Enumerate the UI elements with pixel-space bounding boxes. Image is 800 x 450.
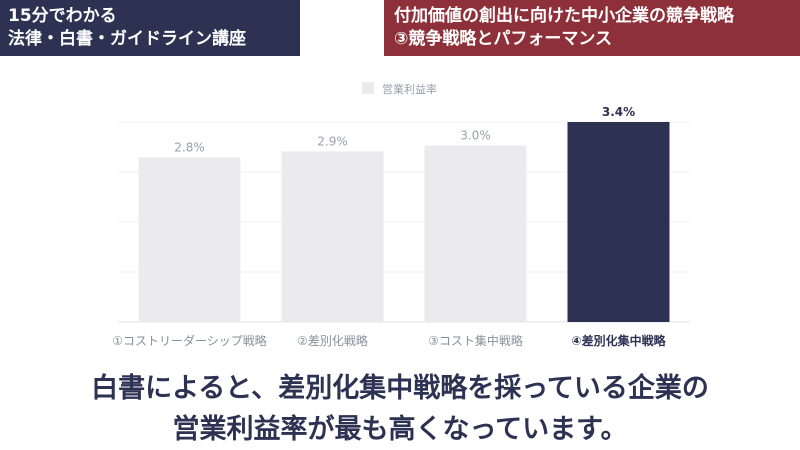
bar-1 — [138, 157, 241, 322]
course-title-line-1: 15分でわかる — [8, 6, 117, 26]
topic-title-badge: 付加価値の創出に向けた中小企業の競争戦略 ③競争戦略とパフォーマンス — [384, 0, 800, 56]
caption-line-1: 白書によると、差別化集中戦略を採っている企業の — [91, 373, 709, 404]
bar-4 — [567, 122, 670, 322]
category-label-3: ③コスト集中戦略 — [428, 333, 523, 348]
topic-title-line-2: ③競争戦略とパフォーマンス — [394, 29, 613, 49]
data-label-1: 2.8% — [174, 140, 205, 154]
legend-swatch — [362, 82, 374, 94]
topic-title-line-1: 付加価値の創出に向けた中小企業の競争戦略 — [394, 6, 734, 26]
course-title-badge: 15分でわかる 法律・白書・ガイドライン講座 — [0, 0, 300, 56]
bar-3 — [424, 145, 527, 322]
bar-2 — [281, 151, 384, 322]
legend-label: 営業利益率 — [382, 82, 437, 96]
category-label-2: ②差別化戦略 — [297, 333, 368, 348]
course-title-line-2: 法律・白書・ガイドライン講座 — [8, 29, 246, 49]
category-label-4: ④差別化集中戦略 — [571, 333, 666, 348]
data-label-4: 3.4% — [602, 105, 635, 119]
category-label-1: ①コストリーダーシップ戦略 — [112, 333, 267, 348]
data-label-2: 2.9% — [317, 134, 348, 148]
caption-line-2: 営業利益率が最も高くなっています。 — [172, 414, 628, 445]
caption: 白書によると、差別化集中戦略を採っている企業の 営業利益率が最も高くなっています… — [0, 368, 800, 450]
data-label-3: 3.0% — [460, 129, 491, 143]
bar-chart: 営業利益率 2.8% ①コストリーダーシップ戦略 2.9% ②差別化戦略 3.0% ③コスト… — [112, 82, 690, 348]
